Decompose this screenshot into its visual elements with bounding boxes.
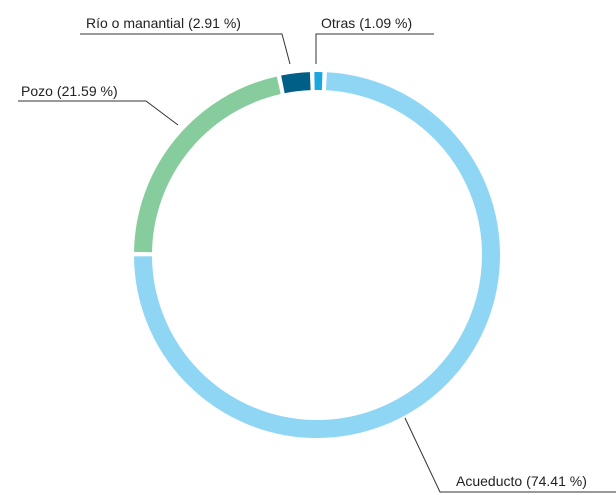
leader-line xyxy=(404,417,616,493)
segment-value: (21.59 %) xyxy=(57,83,118,99)
segment-category: Otras xyxy=(321,15,355,31)
segment-value: (2.91 %) xyxy=(188,15,241,31)
leader-line xyxy=(18,100,179,126)
segment-label: Río o manantial (2.91 %) xyxy=(86,15,241,31)
donut-segment xyxy=(134,72,500,438)
segment-label: Otras (1.09 %) xyxy=(321,15,412,31)
segment-label: Pozo (21.59 %) xyxy=(21,83,118,99)
segment-value: (74.41 %) xyxy=(526,473,587,489)
segment-label: Acueducto (74.41 %) xyxy=(456,473,587,489)
leader-line xyxy=(315,33,434,64)
segment-category: Acueducto xyxy=(456,473,522,489)
donut-segment xyxy=(281,72,311,94)
donut-segment xyxy=(134,76,281,253)
leader-line xyxy=(80,33,291,65)
segment-value: (1.09 %) xyxy=(359,15,412,31)
segment-category: Pozo xyxy=(21,83,53,99)
segment-category: Río o manantial xyxy=(86,15,184,31)
